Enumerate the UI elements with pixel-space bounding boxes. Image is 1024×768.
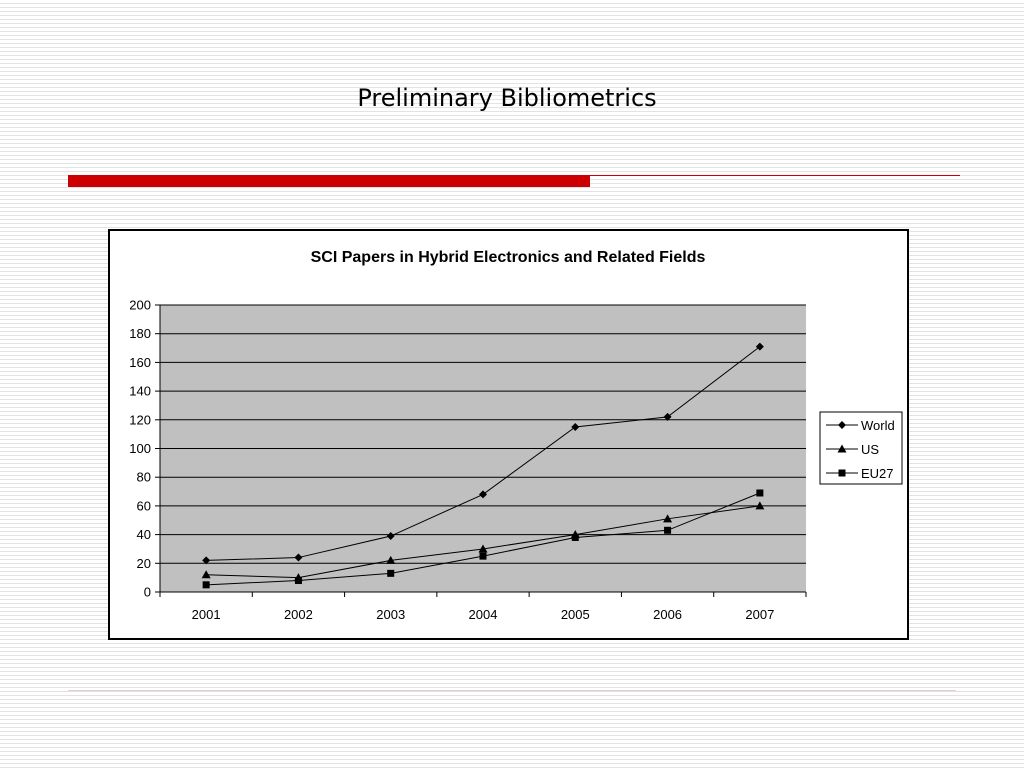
point-us (201, 570, 211, 579)
title-underline-thick (68, 175, 590, 187)
line-chart: SCI Papers in Hybrid Electronics and Rel… (129, 249, 903, 622)
chart-container: SCI Papers in Hybrid Electronics and Rel… (108, 229, 909, 640)
point-eu27 (756, 489, 764, 497)
slide-title: Preliminary Bibliometrics (357, 84, 657, 112)
point-us (478, 544, 488, 553)
x-tick-label: 2005 (561, 607, 590, 622)
point-world (755, 342, 764, 351)
y-tick-label: 60 (137, 498, 151, 513)
legend-label-eu27: EU27 (861, 466, 894, 481)
point-world (386, 532, 395, 541)
footer-divider (68, 690, 956, 691)
x-tick-label: 2004 (469, 607, 498, 622)
point-eu27 (387, 569, 395, 577)
y-tick-label: 180 (129, 326, 151, 341)
y-tick-label: 160 (129, 355, 151, 370)
point-world (202, 556, 211, 565)
y-tick-label: 200 (129, 298, 151, 313)
y-tick-label: 20 (137, 556, 151, 571)
x-tick-label: 2007 (745, 607, 774, 622)
x-tick-label: 2006 (653, 607, 682, 622)
point-us (386, 555, 396, 564)
y-tick-label: 140 (129, 384, 151, 399)
point-world (571, 422, 580, 431)
legend-label-world: World (861, 418, 895, 433)
x-tick-label: 2001 (192, 607, 221, 622)
legend-marker-world (838, 421, 846, 429)
y-tick-label: 120 (129, 412, 151, 427)
point-eu27 (294, 577, 302, 585)
y-tick-label: 0 (144, 585, 151, 600)
point-us (755, 501, 765, 510)
point-eu27 (479, 552, 487, 560)
point-us (663, 514, 673, 523)
point-eu27 (571, 533, 579, 541)
x-tick-label: 2002 (284, 607, 313, 622)
legend-marker-us (837, 444, 847, 453)
y-tick-label: 40 (137, 527, 151, 542)
point-world (294, 553, 303, 562)
y-tick-label: 80 (137, 470, 151, 485)
point-eu27 (202, 581, 210, 589)
legend-marker-eu27 (838, 469, 846, 477)
point-world (479, 490, 487, 499)
legend (819, 411, 903, 485)
y-tick-label: 100 (129, 441, 151, 456)
point-eu27 (664, 526, 672, 534)
legend-label-us: US (861, 442, 879, 457)
x-tick-label: 2003 (376, 607, 405, 622)
point-world (663, 412, 672, 421)
title-underline-thin (590, 175, 960, 176)
chart-title: SCI Papers in Hybrid Electronics and Rel… (311, 249, 706, 266)
